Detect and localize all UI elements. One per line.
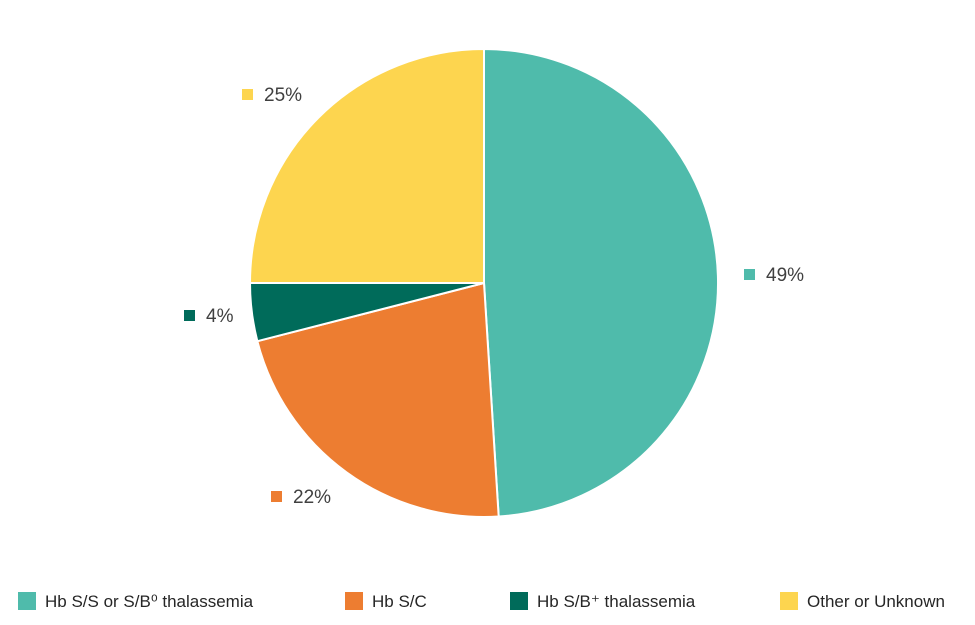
legend-swatch	[510, 592, 528, 610]
legend-item-1: Hb S/S or S/B⁰ thalassemia	[18, 592, 254, 611]
pie-slice-1	[483, 48, 720, 518]
legend-item-3: Hb S/B⁺ thalassemia	[510, 592, 696, 611]
legend: Hb S/S or S/B⁰ thalassemia Hb S/C Hb S/B⁺ …	[18, 592, 945, 611]
data-label-marker	[242, 89, 253, 100]
legend-label: Other or Unknown	[807, 592, 945, 611]
data-label-value: 22%	[293, 487, 331, 508]
data-label-1: 49%	[744, 265, 804, 286]
legend-label: Hb S/S or S/B⁰ thalassemia	[45, 592, 254, 611]
legend-label: Hb S/C	[372, 592, 427, 611]
pie-slice-4	[249, 48, 485, 284]
data-label-value: 49%	[766, 265, 804, 286]
pie-slice-2	[256, 282, 500, 518]
legend-swatch	[345, 592, 363, 610]
data-label-marker	[744, 269, 755, 280]
data-label-value: 4%	[206, 306, 234, 327]
data-label-value: 25%	[264, 85, 302, 106]
data-label-3: 4%	[184, 306, 234, 327]
legend-item-4: Other or Unknown	[780, 592, 945, 611]
legend-swatch	[18, 592, 36, 610]
legend-swatch	[780, 592, 798, 610]
data-labels: 49% 22% 4% 25%	[184, 85, 804, 508]
legend-label: Hb S/B⁺ thalassemia	[537, 592, 696, 611]
pie-slices	[249, 48, 720, 518]
data-label-marker	[184, 310, 195, 321]
data-label-2: 22%	[271, 487, 331, 508]
legend-item-2: Hb S/C	[345, 592, 427, 611]
data-label-marker	[271, 491, 282, 502]
data-label-4: 25%	[242, 85, 302, 106]
